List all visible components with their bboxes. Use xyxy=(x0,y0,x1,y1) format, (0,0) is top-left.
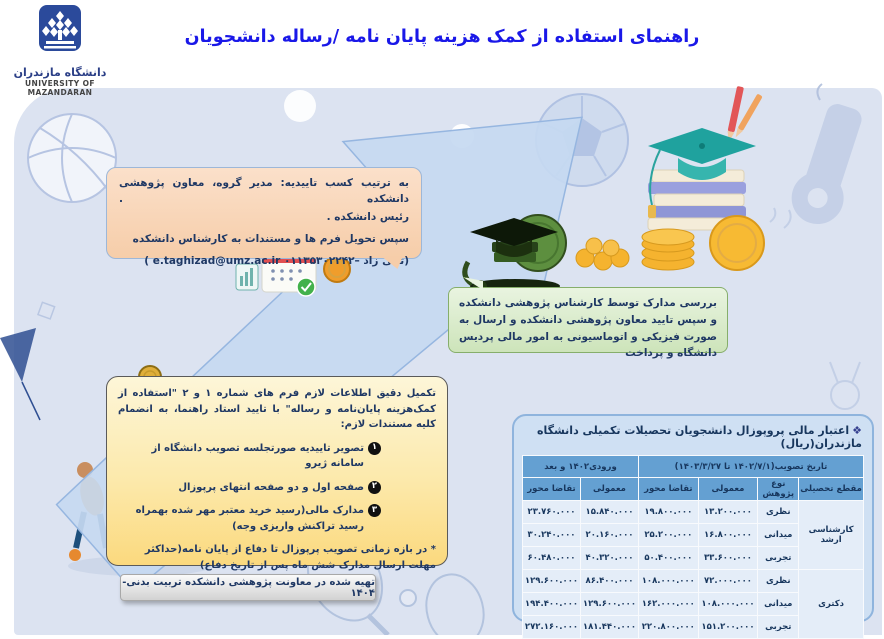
level-cell: کارشناسی ارشد xyxy=(798,500,864,570)
list-item: ۲ صفحه اول و دو صفحه انتهای پرپوزال xyxy=(118,480,381,496)
value-cell: ۱۸۱.۴۴۰.۰۰۰ xyxy=(580,615,639,639)
value-cell: ۱۵.۸۴۰.۰۰۰ xyxy=(580,500,639,524)
number-badge-icon: ۳ xyxy=(368,504,381,517)
type-cell: میدانی xyxy=(757,523,800,547)
logo-english-name: UNIVERSITY OF MAZANDARAN xyxy=(25,79,95,98)
whistle-icon xyxy=(791,83,862,225)
forms-intro: تکمیل دقیق اطلاعات لازم فرم های شماره ۱ … xyxy=(118,388,436,430)
column-header: تقاضا محور xyxy=(522,477,581,501)
value-cell: ۴۰.۳۲۰.۰۰۰ xyxy=(580,546,639,570)
table-row: کارشناسی ارشد نظری ۱۳.۲۰۰.۰۰۰ ۱۹.۸۰۰.۰۰۰… xyxy=(522,500,864,570)
chart-icon xyxy=(235,263,259,291)
list-item: ۳ مدارک مالی(رسید خرید معتبر مهر شده بهم… xyxy=(118,503,381,534)
approval-line: به ترتیب کسب تاییدیه: مدیر گروه، معاون پ… xyxy=(119,177,409,205)
approval-steps-box: به ترتیب کسب تاییدیه: مدیر گروه، معاون پ… xyxy=(106,167,422,269)
list-item: ۱ تصویر تاییدیه صورتجلسه تصویب دانشگاه ا… xyxy=(118,441,381,472)
review-text: بررسی مدارک توسط کارشناس پژوهشی دانشکده … xyxy=(459,297,717,360)
value-cell: ۵۰.۴۰۰.۰۰۰ xyxy=(637,546,699,570)
university-logo: دانشگاه مازندران UNIVERSITY OF MAZANDARA… xyxy=(10,5,110,98)
list-item-text: صفحه اول و دو صفحه انتهای پرپوزال xyxy=(178,481,364,493)
table-title: ❖اعتبار مالی پروپوزال دانشجویان تحصیلات … xyxy=(536,424,862,450)
value-cell: ۱۰۸.۰۰۰.۰۰۰ xyxy=(697,592,759,616)
value-cell: ۲۵.۲۰۰.۰۰۰ xyxy=(637,523,699,547)
table-row: میدانی ۱۰۸.۰۰۰.۰۰۰ ۱۶۲.۰۰۰.۰۰۰ ۱۲۹.۶۰۰.۰… xyxy=(522,592,864,616)
credit-table: تاریخ تصویب(۱۴۰۲/۷/۱ تا ۱۴۰۳/۳/۲۷) ورودی… xyxy=(522,455,865,639)
diamond-bullet-icon: ❖ xyxy=(852,424,862,437)
value-cell: ۷۲.۰۰۰.۰۰۰ xyxy=(697,569,759,593)
column-header: معمولی xyxy=(580,477,639,501)
value-cell: ۱۲۹.۶۰۰.۰۰۰ xyxy=(522,569,581,593)
value-cell: ۲۲۰.۸۰۰.۰۰۰ xyxy=(637,615,699,639)
approval-line: رئیس دانشکده . xyxy=(326,210,409,223)
page-title: راهنمای استفاده از کمک هزینه پایان نامه … xyxy=(184,27,700,47)
pencil-icon xyxy=(727,86,762,143)
number-badge-icon: ۲ xyxy=(368,480,381,494)
column-group-header: تاریخ تصویب(۱۴۰۲/۷/۱ تا ۱۴۰۳/۳/۲۷) xyxy=(637,455,865,478)
type-cell: نظری xyxy=(757,500,800,524)
value-cell: ۶۰.۴۸۰.۰۰۰ xyxy=(522,546,581,570)
contact-info: (تقی زاد –e.taghizad@umz.ac.ir ۰۱۱۳۵۳۰۲۲… xyxy=(144,255,409,267)
university-emblem-icon xyxy=(39,5,81,51)
value-cell: ۱۰۸.۰۰۰.۰۰۰ xyxy=(637,569,699,593)
blob xyxy=(284,90,316,122)
doodle-strokes xyxy=(769,207,861,410)
value-cell: ۲۷۲.۱۶۰.۰۰۰ xyxy=(522,615,581,639)
column-header: نوع پژوهش xyxy=(757,477,800,501)
type-cell: تجربی xyxy=(757,546,800,570)
level-cell: دکتری xyxy=(798,569,864,639)
type-cell: تجربی xyxy=(757,615,800,639)
value-cell: ۳۰.۲۴۰.۰۰۰ xyxy=(522,523,581,547)
kite-icon xyxy=(0,301,56,421)
column-header: مقطع تحصیلی xyxy=(798,477,864,501)
table-row: دکتری نظری ۷۲.۰۰۰.۰۰۰ ۱۰۸.۰۰۰.۰۰۰ ۸۶.۴۰۰… xyxy=(522,569,864,639)
forms-instructions-box: تکمیل دقیق اطلاعات لازم فرم های شماره ۱ … xyxy=(106,376,448,571)
graduation-cap-icon xyxy=(648,128,756,218)
value-cell: ۲۳.۷۶۰.۰۰۰ xyxy=(522,500,581,524)
type-cell: میدانی xyxy=(757,592,800,616)
logo-persian-name: دانشگاه مازندران xyxy=(13,66,107,79)
list-item-text: مدارک مالی(رسید خرید معتبر مهر شده بهمرا… xyxy=(135,505,364,532)
coins-icon xyxy=(575,215,765,271)
value-cell: ۱۳.۲۰۰.۰۰۰ xyxy=(697,500,759,524)
value-cell: ۱۹.۸۰۰.۰۰۰ xyxy=(637,500,699,524)
number-badge-icon: ۱ xyxy=(368,441,381,455)
column-group-header: ورودی۱۴۰۲ و بعد xyxy=(522,455,639,478)
value-cell: ۲۰.۱۶۰.۰۰۰ xyxy=(580,523,639,547)
credit-table-panel: ❖اعتبار مالی پروپوزال دانشجویان تحصیلات … xyxy=(512,414,874,639)
value-cell: ۸۶.۴۰۰.۰۰۰ xyxy=(580,569,639,593)
type-cell: نظری xyxy=(757,569,800,593)
review-process-box: بررسی مدارک توسط کارشناس پژوهشی دانشکده … xyxy=(448,277,728,359)
value-cell: ۱۶.۸۰۰.۰۰۰ xyxy=(697,523,759,547)
volleyball-icon xyxy=(27,113,117,203)
value-cell: ۱۶۲.۰۰۰.۰۰۰ xyxy=(637,592,699,616)
column-header: تقاضا محور xyxy=(637,477,699,501)
deadline-note: * در بازه زمانی تصویب پرپوزال تا دفاع از… xyxy=(144,544,436,571)
table-row: تجربی ۳۳.۶۰۰.۰۰۰ ۵۰.۴۰۰.۰۰۰ ۴۰.۳۲۰.۰۰۰ ۶… xyxy=(522,546,864,570)
column-header: معمولی xyxy=(697,477,759,501)
value-cell: ۱۵۱.۲۰۰.۰۰۰ xyxy=(697,615,759,639)
value-cell: ۱۲۹.۶۰۰.۰۰۰ xyxy=(580,592,639,616)
footer-note: تهیه شده در معاونت پژوهشی دانشکده تربیت … xyxy=(120,574,376,601)
approval-line: سپس تحویل فرم ها و مستندات به کارشناس دا… xyxy=(132,233,409,246)
list-item-text: تصویر تاییدیه صورتجلسه تصویب دانشگاه از … xyxy=(151,442,364,470)
value-cell: ۱۹۴.۴۰۰.۰۰۰ xyxy=(522,592,581,616)
value-cell: ۳۳.۶۰۰.۰۰۰ xyxy=(697,546,759,570)
